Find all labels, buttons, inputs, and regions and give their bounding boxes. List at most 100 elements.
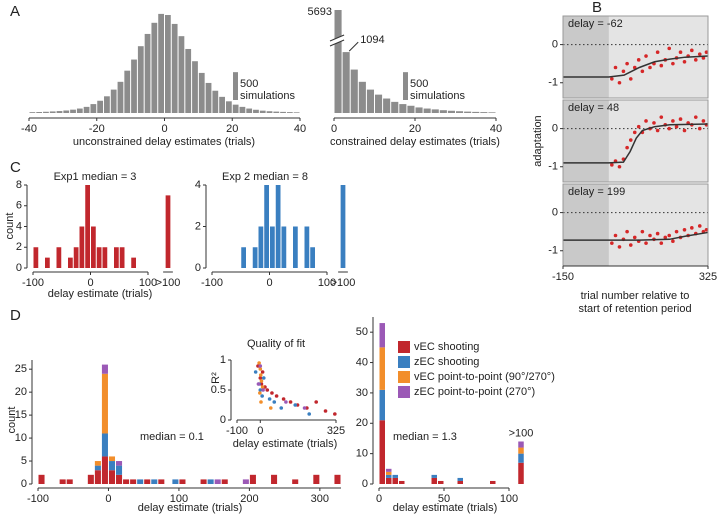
point [678, 50, 683, 55]
bar-segment [101, 433, 108, 457]
chart-title: Exp1 median = 3 [54, 171, 137, 183]
point [690, 226, 694, 230]
bar [431, 109, 439, 113]
point [659, 115, 664, 119]
point [261, 376, 266, 380]
point [704, 227, 709, 232]
y-tick-label: 8 [16, 179, 22, 191]
x-tick-label: -100 [27, 493, 49, 505]
bar [293, 112, 300, 113]
point [678, 117, 683, 121]
point [610, 241, 614, 245]
bar-segment [292, 479, 299, 484]
point [636, 58, 641, 62]
point [628, 243, 633, 247]
bar-segment [334, 474, 341, 484]
leader [348, 41, 359, 52]
bar [480, 112, 488, 113]
legend-label: zEC shooting [414, 356, 479, 368]
x-axis-label: trial number relative to [581, 290, 690, 302]
x-tick-label: 0 [87, 277, 93, 289]
scale-bar [233, 72, 238, 100]
x-tick-label: -100 [226, 425, 248, 437]
bar [56, 247, 62, 268]
point [617, 245, 622, 249]
point [333, 412, 337, 416]
point [701, 119, 706, 123]
bar [43, 111, 49, 113]
overflow-segment [518, 462, 524, 484]
point [265, 388, 270, 392]
bar-segment [158, 479, 165, 484]
bar [119, 247, 125, 268]
bar [304, 226, 310, 268]
bar [488, 112, 496, 113]
x-tick-label: 100 [318, 277, 336, 289]
bar [241, 247, 246, 268]
bar-segment [116, 465, 123, 475]
scale-bar-label: simulations [410, 90, 466, 102]
x-axis-label: constrained delay estimates (trials) [330, 136, 500, 148]
overflow-bar [340, 185, 346, 268]
point [272, 400, 277, 404]
panel-letter: B [592, 0, 602, 16]
y-tick-label: 50 [356, 326, 368, 338]
bar [310, 247, 315, 268]
bar-segment [108, 456, 116, 462]
x-tick-label: 100 [139, 277, 157, 289]
bar-segment [94, 461, 101, 466]
y-tick-label: 0 [220, 414, 226, 426]
bar-segment [431, 474, 437, 478]
point [636, 124, 641, 129]
bar [45, 257, 50, 268]
y-tick-label: 0 [552, 123, 558, 135]
panel-letter: C [10, 159, 21, 176]
fit-curve [563, 55, 709, 78]
x-tick-label: 20 [226, 123, 238, 135]
point [288, 400, 293, 404]
y-tick-label: 0 [195, 262, 201, 274]
legend-label: vEC point-to-point (90°/270°) [414, 371, 555, 383]
bar-segment [457, 477, 463, 481]
bar [117, 81, 124, 113]
bar-segment [214, 479, 221, 484]
y-tick-label: 2 [16, 241, 22, 253]
overflow-segment [518, 441, 524, 448]
bar [102, 247, 108, 268]
point [640, 69, 645, 74]
bar-segment [66, 479, 73, 484]
y-tick-label: 4 [195, 179, 201, 191]
bar-segment [386, 471, 392, 475]
point [690, 48, 694, 53]
bar [342, 52, 350, 113]
point [632, 130, 637, 135]
bar-segment [386, 468, 392, 472]
bar-segment [490, 480, 496, 484]
point [253, 370, 258, 374]
x-tick-label: 325 [699, 271, 717, 283]
point [258, 373, 263, 377]
point [279, 406, 284, 410]
point [267, 397, 272, 401]
bar [246, 108, 253, 113]
bar-segment [116, 461, 123, 466]
point [655, 50, 660, 55]
baseline-shade [563, 100, 609, 182]
bar [131, 257, 136, 268]
x-tick-label: 20 [409, 123, 421, 135]
bar [91, 226, 96, 268]
bar [185, 48, 192, 113]
x-tick-label: 0 [376, 493, 382, 505]
x-tick-label: 0 [105, 493, 111, 505]
bar-value-label: 1094 [360, 34, 384, 46]
point [640, 229, 645, 234]
bar [391, 101, 399, 113]
point [613, 65, 618, 70]
y-tick-label: 20 [356, 417, 368, 429]
bar-segment [179, 479, 186, 484]
y-tick-label: 6 [16, 200, 22, 212]
panel-letter: D [10, 307, 21, 324]
x-tick-label: -100 [201, 277, 223, 289]
x-tick-label: 0 [266, 277, 272, 289]
bar-segment [313, 474, 320, 484]
